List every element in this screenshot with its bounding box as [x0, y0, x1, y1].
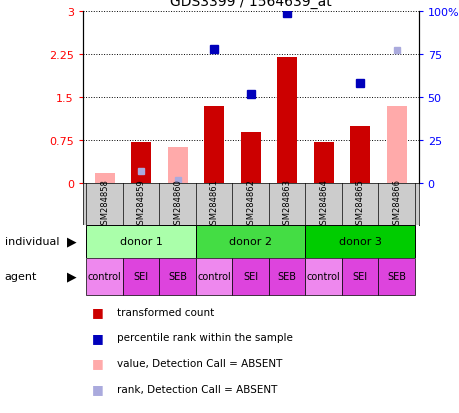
Text: SEB: SEB	[386, 272, 405, 282]
Text: value, Detection Call = ABSENT: value, Detection Call = ABSENT	[117, 358, 282, 368]
Text: GSM284859: GSM284859	[136, 179, 146, 230]
Text: SEI: SEI	[352, 272, 367, 282]
Text: SEI: SEI	[243, 272, 257, 282]
Bar	[277, 58, 297, 184]
Bar	[95, 173, 114, 184]
Text: donor 3: donor 3	[338, 237, 381, 247]
Text: GSM284866: GSM284866	[392, 179, 400, 230]
Text: ■: ■	[92, 356, 104, 370]
Text: GSM284862: GSM284862	[246, 179, 255, 230]
Text: GSM284863: GSM284863	[282, 179, 291, 230]
Bar	[269, 258, 305, 295]
Text: GSM284861: GSM284861	[209, 179, 218, 230]
Text: GSM284858: GSM284858	[100, 179, 109, 230]
Text: SEB: SEB	[168, 272, 187, 282]
Text: GSM284864: GSM284864	[319, 179, 327, 230]
Text: donor 2: donor 2	[229, 237, 272, 247]
Bar	[86, 225, 196, 258]
Text: percentile rank within the sample: percentile rank within the sample	[117, 332, 292, 342]
Bar	[341, 258, 378, 295]
Text: GSM284860: GSM284860	[173, 179, 182, 230]
Bar	[232, 258, 269, 295]
Bar	[196, 225, 305, 258]
Bar	[386, 107, 406, 184]
Text: ▶: ▶	[67, 235, 76, 248]
Text: individual: individual	[5, 237, 59, 247]
Text: donor 1: donor 1	[119, 237, 162, 247]
Text: control: control	[197, 272, 230, 282]
Bar	[305, 225, 414, 258]
Bar	[123, 258, 159, 295]
Bar	[378, 258, 414, 295]
Bar	[204, 107, 224, 184]
Bar	[240, 132, 260, 184]
Text: SEI: SEI	[134, 272, 148, 282]
Text: transformed count: transformed count	[117, 307, 214, 317]
Title: GDS3399 / 1564639_at: GDS3399 / 1564639_at	[169, 0, 331, 9]
Bar	[313, 142, 333, 184]
Bar	[167, 148, 187, 184]
Bar	[196, 258, 232, 295]
Bar	[349, 127, 369, 184]
Text: agent: agent	[5, 272, 37, 282]
Text: ■: ■	[92, 331, 104, 344]
Text: control: control	[306, 272, 340, 282]
Bar	[131, 142, 151, 184]
Text: GSM284865: GSM284865	[355, 179, 364, 230]
Text: control: control	[88, 272, 121, 282]
Text: ■: ■	[92, 305, 104, 318]
Bar	[86, 258, 123, 295]
Text: rank, Detection Call = ABSENT: rank, Detection Call = ABSENT	[117, 384, 277, 394]
Text: ■: ■	[92, 382, 104, 395]
Bar	[159, 258, 196, 295]
Bar	[305, 258, 341, 295]
Text: ▶: ▶	[67, 270, 76, 283]
Text: SEB: SEB	[277, 272, 296, 282]
